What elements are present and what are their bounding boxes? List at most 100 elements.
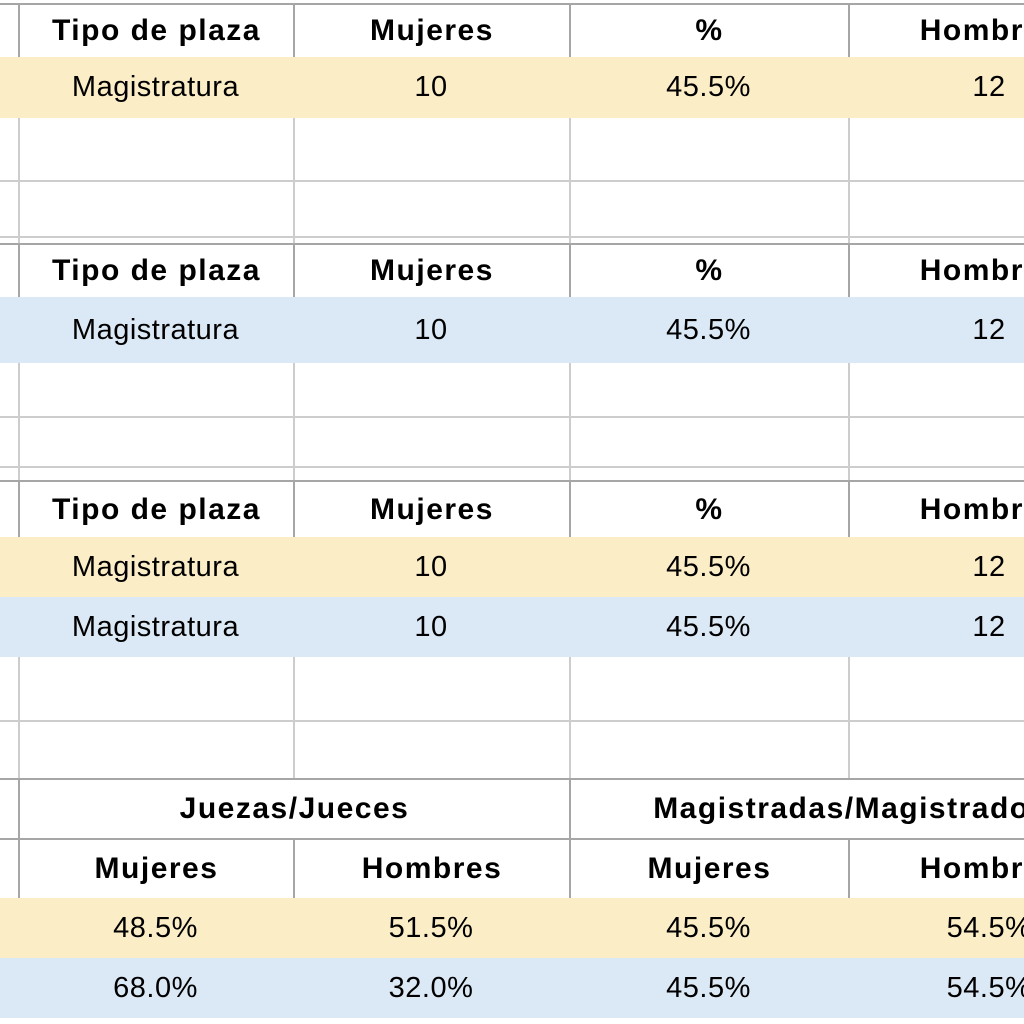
empty-cell[interactable] <box>848 0 1024 3</box>
data-cell-tipo-de-plaza[interactable]: Magistratura <box>71 71 240 103</box>
empty-cell[interactable] <box>848 657 1024 720</box>
data-cell-pct-mujeres-magistradas[interactable]: 45.5% <box>666 971 751 1004</box>
gutter-cell[interactable] <box>0 898 18 958</box>
empty-cell[interactable] <box>569 722 848 778</box>
gutter-cell[interactable] <box>0 297 18 363</box>
gutter-cell[interactable] <box>0 482 18 537</box>
empty-cell[interactable] <box>569 182 848 236</box>
empty-cell[interactable] <box>569 468 848 480</box>
empty-cell[interactable] <box>293 722 569 778</box>
empty-cell[interactable] <box>18 0 293 3</box>
empty-cell[interactable] <box>0 418 18 466</box>
empty-cell[interactable] <box>848 238 1024 243</box>
empty-cell[interactable] <box>18 363 293 416</box>
data-cell-pct-hombres-magistrados[interactable]: 54.5% <box>946 971 1024 1004</box>
group-header-cell-juezas-jueces[interactable]: Juezas/Jueces <box>18 780 569 838</box>
empty-cell[interactable] <box>293 238 569 243</box>
empty-cell[interactable] <box>293 1018 569 1024</box>
empty-cell[interactable] <box>18 468 293 480</box>
data-cell-mujeres[interactable]: 10 <box>414 550 448 583</box>
empty-cell[interactable] <box>569 418 848 466</box>
header-cell-porcentaje[interactable]: % <box>569 482 848 537</box>
empty-cell[interactable] <box>0 0 18 3</box>
empty-cell[interactable] <box>18 418 293 466</box>
empty-cell[interactable] <box>293 657 569 720</box>
header-cell-mujeres[interactable]: Mujeres <box>293 245 569 297</box>
data-cell-pct-mujeres-magistradas[interactable]: 45.5% <box>666 911 751 944</box>
empty-cell[interactable] <box>293 118 569 180</box>
empty-cell[interactable] <box>848 468 1024 480</box>
header-cell-tipo-de-plaza[interactable]: Tipo de plaza <box>18 5 293 57</box>
empty-cell[interactable] <box>848 182 1024 236</box>
empty-cell[interactable] <box>293 363 569 416</box>
empty-cell[interactable] <box>0 182 18 236</box>
empty-cell[interactable] <box>293 468 569 480</box>
data-cell-hombres[interactable]: 12 <box>972 313 1006 346</box>
subheader-cell-hombres-magistrados[interactable]: Hombres <box>848 840 1024 898</box>
header-cell-mujeres[interactable]: Mujeres <box>293 5 569 57</box>
data-cell-porcentaje[interactable]: 45.5% <box>666 610 751 643</box>
data-cell-pct-mujeres-juezas[interactable]: 68.0% <box>113 971 198 1004</box>
empty-cell[interactable] <box>18 657 293 720</box>
empty-cell[interactable] <box>848 418 1024 466</box>
data-cell-mujeres[interactable]: 10 <box>414 610 448 643</box>
empty-cell[interactable] <box>293 418 569 466</box>
header-cell-mujeres[interactable]: Mujeres <box>293 482 569 537</box>
data-cell-hombres[interactable]: 12 <box>972 71 1006 103</box>
data-cell-pct-hombres-magistrados[interactable]: 54.5% <box>946 911 1024 944</box>
empty-cell[interactable] <box>569 0 848 3</box>
data-cell-hombres[interactable]: 12 <box>972 610 1006 643</box>
data-cell-porcentaje[interactable]: 45.5% <box>666 313 751 346</box>
gutter-cell[interactable] <box>0 780 18 838</box>
empty-cell[interactable] <box>569 118 848 180</box>
header-cell-tipo-de-plaza[interactable]: Tipo de plaza <box>18 245 293 297</box>
data-cell-hombres[interactable]: 12 <box>972 550 1006 583</box>
empty-cell[interactable] <box>293 182 569 236</box>
empty-cell[interactable] <box>18 1018 293 1024</box>
gutter-cell[interactable] <box>0 958 18 1018</box>
empty-cell[interactable] <box>0 363 18 416</box>
header-cell-hombres[interactable]: Hombres <box>848 245 1024 297</box>
subheader-cell-mujeres-magistradas[interactable]: Mujeres <box>569 840 848 898</box>
empty-cell[interactable] <box>569 1018 848 1024</box>
empty-cell[interactable] <box>18 118 293 180</box>
empty-cell[interactable] <box>848 118 1024 180</box>
header-cell-porcentaje[interactable]: % <box>569 5 848 57</box>
gutter-cell[interactable] <box>0 245 18 297</box>
data-cell-tipo-de-plaza[interactable]: Magistratura <box>71 550 240 583</box>
empty-cell[interactable] <box>18 722 293 778</box>
empty-cell[interactable] <box>18 238 293 243</box>
data-cell-tipo-de-plaza[interactable]: Magistratura <box>71 610 240 643</box>
empty-cell[interactable] <box>18 182 293 236</box>
data-cell-porcentaje[interactable]: 45.5% <box>666 71 751 103</box>
header-cell-tipo-de-plaza[interactable]: Tipo de plaza <box>18 482 293 537</box>
empty-cell[interactable] <box>0 1018 18 1024</box>
data-cell-pct-hombres-jueces[interactable]: 51.5% <box>388 911 474 944</box>
data-cell-tipo-de-plaza[interactable]: Magistratura <box>71 313 240 346</box>
header-cell-hombres[interactable]: Hombres <box>848 482 1024 537</box>
empty-cell[interactable] <box>0 118 18 180</box>
gutter-cell[interactable] <box>0 537 18 597</box>
empty-cell[interactable] <box>569 363 848 416</box>
empty-cell[interactable] <box>0 722 18 778</box>
data-cell-mujeres[interactable]: 10 <box>414 71 448 103</box>
gutter-cell[interactable] <box>0 840 18 898</box>
gutter-cell[interactable] <box>0 5 18 57</box>
header-cell-porcentaje[interactable]: % <box>569 245 848 297</box>
empty-cell[interactable] <box>0 238 18 243</box>
empty-cell[interactable] <box>0 657 18 720</box>
subheader-cell-hombres-jueces[interactable]: Hombres <box>293 840 569 898</box>
empty-cell[interactable] <box>848 363 1024 416</box>
empty-cell[interactable] <box>569 238 848 243</box>
group-header-cell-magistradas-magistrados[interactable]: Magistradas/Magistrados <box>569 780 1024 838</box>
data-cell-mujeres[interactable]: 10 <box>414 313 448 346</box>
data-cell-porcentaje[interactable]: 45.5% <box>666 550 751 583</box>
empty-cell[interactable] <box>569 657 848 720</box>
header-cell-hombres[interactable]: Hombres <box>848 5 1024 57</box>
subheader-cell-mujeres-juezas[interactable]: Mujeres <box>18 840 293 898</box>
gutter-cell[interactable] <box>0 57 18 118</box>
data-cell-pct-hombres-jueces[interactable]: 32.0% <box>388 971 474 1004</box>
empty-cell[interactable] <box>0 468 18 480</box>
data-cell-pct-mujeres-juezas[interactable]: 48.5% <box>113 911 198 944</box>
empty-cell[interactable] <box>293 0 569 3</box>
